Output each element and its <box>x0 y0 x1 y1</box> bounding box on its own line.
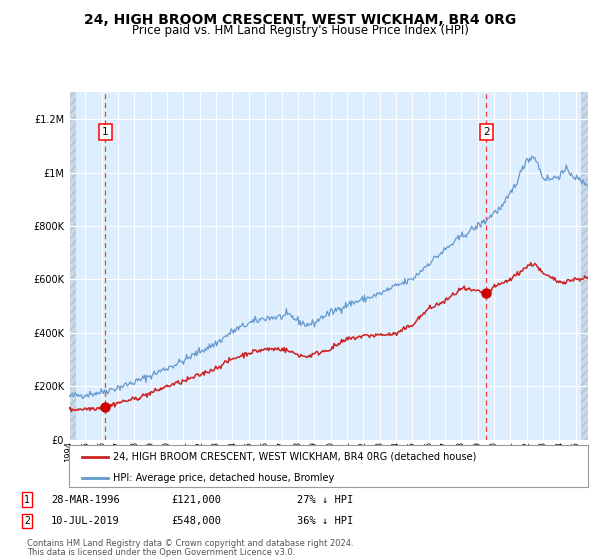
Text: 36% ↓ HPI: 36% ↓ HPI <box>297 516 353 526</box>
Text: 1: 1 <box>102 127 109 137</box>
Bar <box>69 92 76 440</box>
Bar <box>581 92 589 440</box>
Text: 2: 2 <box>24 516 30 526</box>
Text: 28-MAR-1996: 28-MAR-1996 <box>51 494 120 505</box>
Text: 24, HIGH BROOM CRESCENT, WEST WICKHAM, BR4 0RG (detached house): 24, HIGH BROOM CRESCENT, WEST WICKHAM, B… <box>113 452 476 462</box>
Text: £121,000: £121,000 <box>171 494 221 505</box>
Text: 10-JUL-2019: 10-JUL-2019 <box>51 516 120 526</box>
Text: 1: 1 <box>24 494 30 505</box>
Bar <box>581 92 589 440</box>
Text: £548,000: £548,000 <box>171 516 221 526</box>
Text: 24, HIGH BROOM CRESCENT, WEST WICKHAM, BR4 0RG: 24, HIGH BROOM CRESCENT, WEST WICKHAM, B… <box>84 13 516 27</box>
Text: Contains HM Land Registry data © Crown copyright and database right 2024.: Contains HM Land Registry data © Crown c… <box>27 539 353 548</box>
Text: HPI: Average price, detached house, Bromley: HPI: Average price, detached house, Brom… <box>113 473 334 483</box>
Text: 2: 2 <box>483 127 490 137</box>
Bar <box>69 92 76 440</box>
Text: Price paid vs. HM Land Registry's House Price Index (HPI): Price paid vs. HM Land Registry's House … <box>131 24 469 38</box>
Text: This data is licensed under the Open Government Licence v3.0.: This data is licensed under the Open Gov… <box>27 548 295 557</box>
Text: 27% ↓ HPI: 27% ↓ HPI <box>297 494 353 505</box>
